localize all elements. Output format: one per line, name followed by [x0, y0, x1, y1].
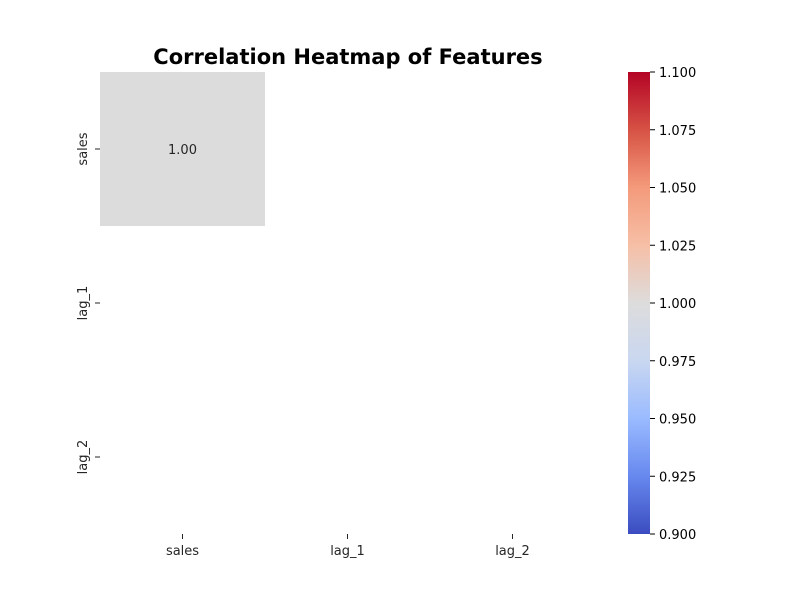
heatmap-cell-lag_2-lag_2	[430, 380, 595, 534]
y-tick-label-lag_1: lag_1	[76, 286, 91, 321]
x-tick-label-lag_2: lag_2	[495, 544, 530, 559]
colorbar: 0.900 0.925 0.950 0.975 1.000 1.025 1.050 1.075…	[628, 66, 696, 543]
y-tick-label-lag_2: lag_2	[76, 440, 91, 475]
y-axis: sales lag_1 lag_2	[76, 132, 100, 474]
colorbar-gradient	[628, 72, 650, 534]
heatmap-cell-lag_1-sales	[100, 226, 265, 380]
colorbar-tick-label-8: 1.100	[659, 66, 696, 81]
colorbar-tick-label-6: 1.050	[659, 182, 696, 197]
heatmap-cells	[100, 72, 595, 534]
heatmap-cell-sales-sales	[100, 72, 265, 226]
heatmap-cell-lag_2-lag_1	[265, 380, 430, 534]
x-tick-label-lag_1: lag_1	[330, 544, 365, 559]
heatmap-cell-lag_1-lag_1	[265, 226, 430, 380]
heatmap-cell-lag_2-sales	[100, 380, 265, 534]
colorbar-tick-label-3: 0.975	[659, 355, 696, 370]
colorbar-tick-label-4: 1.000	[659, 297, 696, 312]
colorbar-tick-label-7: 1.075	[659, 124, 696, 139]
chart-title: Correlation Heatmap of Features	[153, 45, 542, 69]
cell-label-sales-sales: 1.00	[168, 143, 197, 158]
x-tick-label-sales: sales	[166, 544, 199, 559]
x-axis: sales lag_1 lag_2	[166, 534, 530, 559]
colorbar-tick-label-1: 0.925	[659, 470, 696, 485]
heatmap-cell-labels: 1.00	[168, 143, 197, 158]
heatmap-cell-sales-lag_2	[430, 72, 595, 226]
heatmap-cell-sales-lag_1	[265, 72, 430, 226]
heatmap-cell-lag_1-lag_2	[430, 226, 595, 380]
colorbar-tick-label-5: 1.025	[659, 239, 696, 254]
colorbar-tick-label-0: 0.900	[659, 528, 696, 543]
colorbar-tick-label-2: 0.950	[659, 413, 696, 428]
y-tick-label-sales: sales	[76, 132, 91, 165]
